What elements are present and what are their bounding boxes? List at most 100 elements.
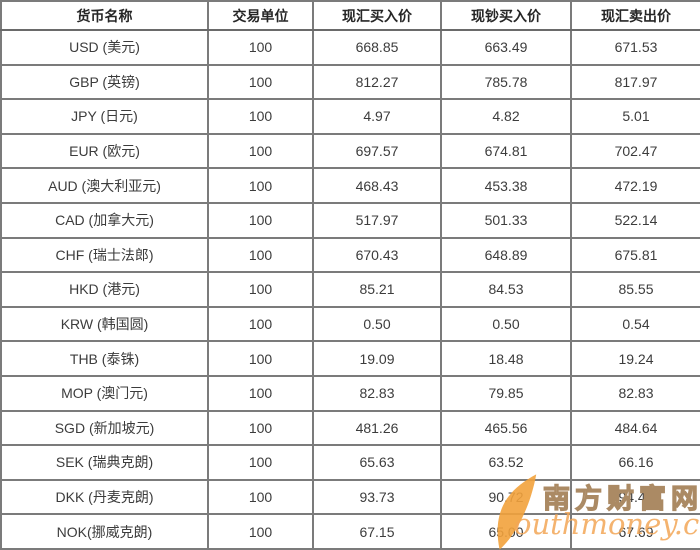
col-header-unit: 交易单位 (207, 0, 314, 31)
cell-currency: HKD (港元) (0, 271, 209, 308)
table-row: CHF (瑞士法郎) 100 670.43 648.89 675.81 (0, 236, 700, 274)
cell-currency: KRW (韩国圆) (0, 305, 209, 343)
table-row: SGD (新加坡元) 100 481.26 465.56 484.64 (0, 409, 700, 447)
table-row: HKD (港元) 100 85.21 84.53 85.55 (0, 271, 700, 308)
table-row: JPY (日元) 100 4.97 4.82 5.01 (0, 98, 700, 135)
cell-unit: 100 (207, 444, 314, 481)
cell-cash_buy: 90.72 (440, 478, 572, 516)
cell-spot_sell: 671.53 (570, 29, 700, 66)
col-header-currency: 货币名称 (0, 0, 209, 31)
cell-spot_sell: 702.47 (570, 132, 700, 170)
cell-spot_buy: 517.97 (312, 201, 442, 239)
cell-unit: 100 (207, 478, 314, 516)
cell-cash_buy: 0.50 (440, 305, 572, 343)
cell-currency: USD (美元) (0, 29, 209, 66)
cell-spot_buy: 481.26 (312, 409, 442, 447)
cell-spot_buy: 668.85 (312, 29, 442, 66)
cell-unit: 100 (207, 98, 314, 135)
cell-cash_buy: 79.85 (440, 374, 572, 412)
cell-cash_buy: 465.56 (440, 409, 572, 447)
cell-cash_buy: 501.33 (440, 201, 572, 239)
cell-cash_buy: 84.53 (440, 271, 572, 308)
cell-currency: AUD (澳大利亚元) (0, 167, 209, 204)
cell-currency: CAD (加拿大元) (0, 201, 209, 239)
cell-currency: THB (泰铢) (0, 340, 209, 377)
cell-spot_buy: 19.09 (312, 340, 442, 377)
cell-unit: 100 (207, 167, 314, 204)
table-row: USD (美元) 100 668.85 663.49 671.53 (0, 29, 700, 66)
table-row: SEK (瑞典克朗) 100 65.63 63.52 66.16 (0, 444, 700, 481)
cell-unit: 100 (207, 305, 314, 343)
cell-spot_sell: 484.64 (570, 409, 700, 447)
cell-spot_sell: 5.01 (570, 98, 700, 135)
col-header-cash-buy: 现钞买入价 (440, 0, 572, 31)
cell-spot_buy: 85.21 (312, 271, 442, 308)
cell-cash_buy: 663.49 (440, 29, 572, 66)
cell-unit: 100 (207, 236, 314, 274)
cell-spot_buy: 697.57 (312, 132, 442, 170)
cell-spot_sell: 675.81 (570, 236, 700, 274)
cell-cash_buy: 63.52 (440, 444, 572, 481)
cell-spot_sell: 522.14 (570, 201, 700, 239)
cell-unit: 100 (207, 63, 314, 101)
cell-cash_buy: 674.81 (440, 132, 572, 170)
col-header-spot-buy: 现汇买入价 (312, 0, 442, 31)
cell-spot_buy: 65.63 (312, 444, 442, 481)
cell-currency: SGD (新加坡元) (0, 409, 209, 447)
cell-spot_sell: 472.19 (570, 167, 700, 204)
table-row: MOP (澳门元) 100 82.83 79.85 82.83 (0, 374, 700, 412)
cell-spot_buy: 4.97 (312, 98, 442, 135)
cell-spot_sell: 82.83 (570, 374, 700, 412)
cell-spot_sell: 85.55 (570, 271, 700, 308)
cell-unit: 100 (207, 513, 314, 550)
cell-cash_buy: 18.48 (440, 340, 572, 377)
cell-currency: SEK (瑞典克朗) (0, 444, 209, 481)
cell-cash_buy: 65.00 (440, 513, 572, 550)
cell-cash_buy: 4.82 (440, 98, 572, 135)
cell-currency: GBP (英镑) (0, 63, 209, 101)
cell-cash_buy: 453.38 (440, 167, 572, 204)
cell-spot_buy: 0.50 (312, 305, 442, 343)
cell-spot_sell: 817.97 (570, 63, 700, 101)
cell-spot_buy: 670.43 (312, 236, 442, 274)
cell-currency: NOK(挪威克朗) (0, 513, 209, 550)
table-row: KRW (韩国圆) 100 0.50 0.50 0.54 (0, 305, 700, 343)
rates-tbody: USD (美元) 100 668.85 663.49 671.53 GBP (英镑) 100… (0, 29, 700, 550)
cell-currency: DKK (丹麦克朗) (0, 478, 209, 516)
table-row: EUR (欧元) 100 697.57 674.81 702.47 (0, 132, 700, 170)
table-row: CAD (加拿大元) 100 517.97 501.33 522.14 (0, 201, 700, 239)
cell-spot_buy: 468.43 (312, 167, 442, 204)
cell-unit: 100 (207, 29, 314, 66)
cell-unit: 100 (207, 132, 314, 170)
cell-currency: EUR (欧元) (0, 132, 209, 170)
cell-spot_sell: 66.16 (570, 444, 700, 481)
cell-cash_buy: 648.89 (440, 236, 572, 274)
cell-cash_buy: 785.78 (440, 63, 572, 101)
cell-unit: 100 (207, 374, 314, 412)
cell-spot_buy: 93.73 (312, 478, 442, 516)
table-row: NOK(挪威克朗) 100 67.15 65.00 67.69 (0, 513, 700, 550)
cell-spot_buy: 812.27 (312, 63, 442, 101)
table-row: THB (泰铢) 100 19.09 18.48 19.24 (0, 340, 700, 377)
cell-currency: MOP (澳门元) (0, 374, 209, 412)
cell-unit: 100 (207, 201, 314, 239)
cell-spot_sell: 67.69 (570, 513, 700, 550)
cell-unit: 100 (207, 409, 314, 447)
cell-unit: 100 (207, 271, 314, 308)
cell-spot_buy: 67.15 (312, 513, 442, 550)
cell-unit: 100 (207, 340, 314, 377)
table-row: DKK (丹麦克朗) 100 93.73 90.72 94.48 (0, 478, 700, 516)
col-header-spot-sell: 现汇卖出价 (570, 0, 700, 31)
cell-currency: JPY (日元) (0, 98, 209, 135)
header-row: 货币名称 交易单位 现汇买入价 现钞买入价 现汇卖出价 (0, 0, 700, 31)
table-header: 货币名称 交易单位 现汇买入价 现钞买入价 现汇卖出价 (0, 0, 700, 31)
cell-spot_sell: 94.48 (570, 478, 700, 516)
table-row: GBP (英镑) 100 812.27 785.78 817.97 (0, 63, 700, 101)
cell-spot_sell: 19.24 (570, 340, 700, 377)
cell-spot_buy: 82.83 (312, 374, 442, 412)
cell-currency: CHF (瑞士法郎) (0, 236, 209, 274)
table-row: AUD (澳大利亚元) 100 468.43 453.38 472.19 (0, 167, 700, 204)
cell-spot_sell: 0.54 (570, 305, 700, 343)
